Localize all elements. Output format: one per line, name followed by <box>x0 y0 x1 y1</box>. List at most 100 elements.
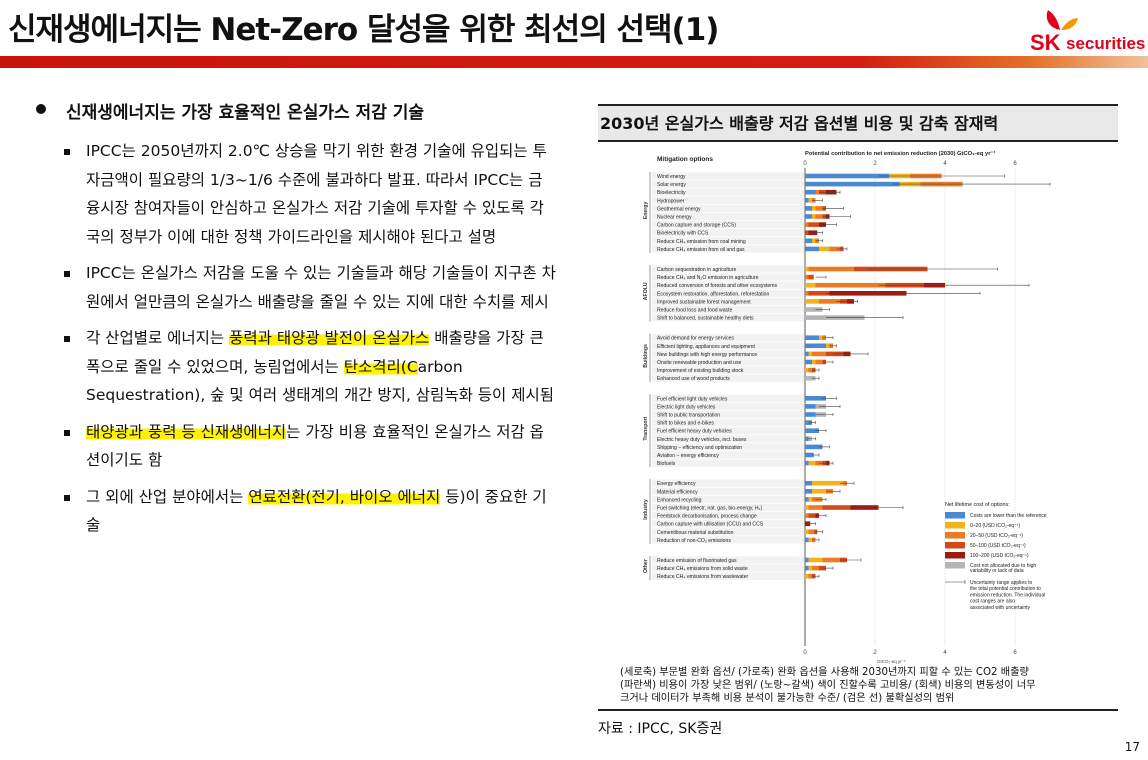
logo-sk-text: SK <box>1030 30 1061 55</box>
option-row-bg <box>652 297 804 306</box>
bar-segment <box>822 505 851 510</box>
bar-segment <box>815 214 823 219</box>
sub-bullet-text: 등)이 중요한 기술 <box>86 487 547 535</box>
option-row-bg <box>652 418 804 427</box>
option-row-bg <box>652 245 804 253</box>
logo-securities-text: securities <box>1066 34 1146 53</box>
legend-label: variability or lack of data <box>970 568 1024 574</box>
bar-segment <box>808 367 812 373</box>
option-label: Enhanced use of wood products <box>657 376 730 382</box>
bullet-heading-text: 신재생에너지는 가장 효율적인 온실가스 저감 기술 <box>66 103 425 123</box>
option-row-bg <box>652 305 804 314</box>
option-row-bg <box>652 289 804 297</box>
option-label: Feedstock decarbonisation, process chang… <box>657 514 757 520</box>
bar-segment <box>812 565 819 571</box>
sk-securities-logo: SK securities <box>1022 6 1146 55</box>
mitigation-chart: Mitigation options Potential contribution… <box>643 150 1051 664</box>
option-label: Bioelectricity with CCS <box>657 231 709 237</box>
option-row-bg <box>652 313 804 322</box>
legend-label: 0–20 (USD tCO₂-eq⁻¹) <box>970 523 1020 529</box>
option-row-bg <box>652 520 804 528</box>
sk-butterfly-icon <box>1046 10 1078 30</box>
legend-swatch <box>945 542 965 549</box>
legend-label: 20–50 (USD tCO₂-eq⁻¹) <box>970 533 1023 539</box>
option-row-bg <box>652 212 804 221</box>
bar-segment <box>805 335 819 340</box>
option-row-bg <box>652 334 804 342</box>
source-note: 자료 : IPCC, SK증권 <box>598 721 723 737</box>
legend-swatch <box>945 562 965 569</box>
bar-segment <box>805 222 809 227</box>
bar-segment <box>805 521 811 526</box>
bar-segment <box>812 489 826 494</box>
highlighted-text: 태양광과 풍력 등 신재생에너지 <box>86 422 287 441</box>
bar-segment <box>805 214 812 219</box>
bar-segment <box>808 565 812 571</box>
bar-segment <box>805 529 809 535</box>
legend-swatch <box>945 522 965 529</box>
sector-label: Transport <box>643 416 649 440</box>
bar-segment <box>805 375 816 381</box>
legend-uncertainty-note: emission reduction. The individual <box>970 592 1045 598</box>
sub-bullet-text: 는 가장 비용 효율적인 온실가스 저감 옵션이기도 함 <box>86 422 544 470</box>
bar-segment <box>805 206 812 211</box>
legend-label: 100–200 (USD tCO₂-eq⁻¹) <box>970 553 1029 559</box>
bar-segment <box>805 444 823 450</box>
legend-label: Cost not allocated due to high <box>970 563 1036 569</box>
x-tick-label-bottom: 0 <box>803 650 807 656</box>
bar-segment <box>815 189 819 195</box>
option-row-bg <box>652 435 804 443</box>
option-row-bg <box>652 265 804 273</box>
option-label: Hydropower <box>657 198 685 204</box>
bar-segment <box>805 181 900 187</box>
bar-segment <box>808 497 812 502</box>
option-label: Shift to balanced, sustainable healthy d… <box>657 316 754 322</box>
option-row-bg <box>652 196 804 204</box>
bar-segment <box>815 282 886 288</box>
bar-segment <box>812 351 826 357</box>
option-label: Efficient lighting, appliances and equip… <box>657 344 755 350</box>
option-row-bg <box>652 511 804 520</box>
option-label: Solar energy <box>657 182 686 188</box>
option-label: Carbon capture with utilisation (CCU) an… <box>657 522 764 528</box>
option-label: Fuel efficient light duty vehicles <box>657 396 728 402</box>
option-label: Geothermal energy <box>657 206 701 212</box>
caption-line: 크거나 데이터가 부족해 비용 분석이 불가능한 수준/ (검은 선) 불확실성… <box>620 693 955 704</box>
option-row-bg <box>652 503 804 512</box>
option-label: Wind energy <box>657 174 686 180</box>
bar-segment <box>808 505 823 510</box>
option-label: Reduce CH₄ emissions from wastewater <box>657 574 749 580</box>
sub-bullet-list: IPCC는 2050년까지 2.0℃ 상승을 막기 위한 환경 기술에 유입되는… <box>36 137 556 540</box>
x-tick-label-top: 0 <box>803 161 807 167</box>
legend-uncertainty-note: associated with uncertainty <box>970 605 1031 611</box>
bar-segment <box>805 513 809 518</box>
option-row-bg <box>652 495 804 504</box>
option-row-bg <box>652 358 804 366</box>
option-label: Cementitious material substitution <box>657 530 734 536</box>
option-label: Fuel switching (electr, nat. gas, bio-en… <box>657 506 763 512</box>
x-tick-label-top: 4 <box>943 161 947 167</box>
bar-segment <box>808 460 816 466</box>
option-row-bg <box>652 427 804 435</box>
x-axis-label-bottom: GtCO₂-eq yr⁻¹ <box>877 659 906 664</box>
x-axis-label: Potential contribution to net emission r… <box>805 150 996 157</box>
bar-segment <box>805 230 809 235</box>
bar-segment <box>812 238 816 244</box>
bar-segment <box>805 274 809 280</box>
option-row-bg <box>652 564 804 572</box>
option-label: Reduce food loss and food waste <box>657 308 732 314</box>
sub-bullet-text: IPCC는 2050년까지 2.0℃ 상승을 막기 위한 환경 기술에 유입되는… <box>86 142 547 246</box>
bar-segment <box>805 565 809 571</box>
caption-line: (파란색) 비용이 가장 낮은 범위/ (노랑~갈색) 색이 진할수록 고비용/… <box>620 680 1036 691</box>
sector-label: Energy <box>643 202 649 220</box>
option-label: Improvement of existing building stock <box>657 368 744 374</box>
bar-segment <box>805 359 812 365</box>
bar-segment <box>805 291 809 296</box>
bullet-section: 신재생에너지는 가장 효율적인 온실가스 저감 기술 IPCC는 2050년까지… <box>36 98 556 548</box>
option-label: Reduce CH₄ emission from coal mining <box>657 239 746 245</box>
bar-segment <box>805 307 823 312</box>
header-rule <box>0 56 1148 68</box>
caption-divider <box>598 709 1118 711</box>
x-tick-label-top: 2 <box>873 161 877 167</box>
option-label: Electric heavy duty vehicles, incl. buse… <box>657 437 747 443</box>
